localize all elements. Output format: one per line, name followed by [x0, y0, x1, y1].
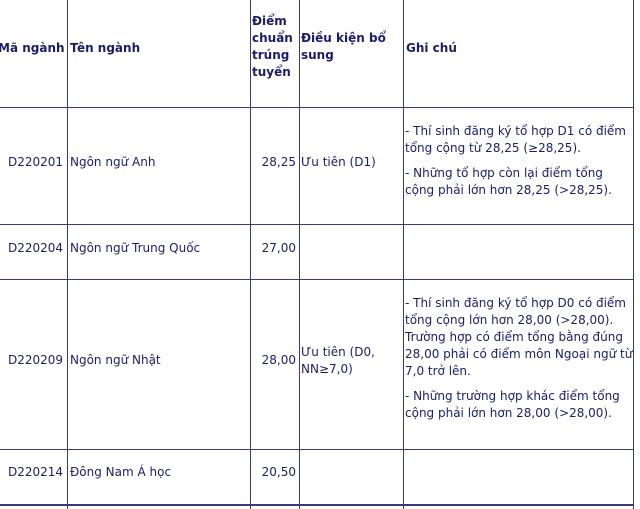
note-line: - Những trường hợp khác điểm tổng cộng p…	[405, 389, 620, 420]
condition-cell: Ưu tiên (D0, NN≥7,0)	[301, 345, 375, 376]
name-cell: Ngôn ngữ Anh	[70, 155, 156, 169]
condition-cell: Ưu tiên (D1)	[301, 155, 376, 169]
divider	[67, 0, 68, 509]
divider	[299, 0, 300, 509]
note-line: - Thí sinh đăng ký tổ hợp D0 có điểm tổn…	[405, 296, 633, 378]
code-cell: D220209	[8, 353, 64, 367]
divider	[0, 449, 634, 450]
code-cell: D220204	[8, 241, 64, 255]
name-cell: Đông Nam Á học	[70, 465, 172, 479]
name-cell: Ngôn ngữ Nhật	[70, 353, 161, 367]
code-cell: D220201	[8, 155, 64, 169]
header-score: Điểm chuẩn trúng tuyển	[252, 14, 293, 79]
divider	[403, 0, 404, 509]
score-cell: 28,00	[261, 353, 296, 367]
score-cell: 28,25	[261, 155, 296, 169]
header-notes: Ghi chú	[406, 41, 457, 55]
divider	[0, 504, 634, 506]
header-condition: Điều kiện bổ sung	[301, 31, 386, 62]
score-cell: 20,50	[261, 465, 296, 479]
note-line: - Thí sinh đăng ký tổ hợp D1 có điểm tổn…	[405, 124, 626, 155]
name-cell: Ngôn ngữ Trung Quốc	[70, 241, 201, 255]
code-cell: D220214	[8, 465, 64, 479]
divider	[0, 224, 634, 225]
header-code: Mã ngành	[0, 41, 65, 55]
divider	[633, 0, 634, 509]
note-line: - Những tổ hợp còn lại điểm tổng cộng ph…	[405, 166, 612, 197]
header-name: Tên ngành	[70, 41, 141, 55]
score-cell: 27,00	[261, 241, 296, 255]
divider	[250, 0, 251, 509]
divider	[0, 279, 634, 280]
divider	[0, 107, 634, 108]
